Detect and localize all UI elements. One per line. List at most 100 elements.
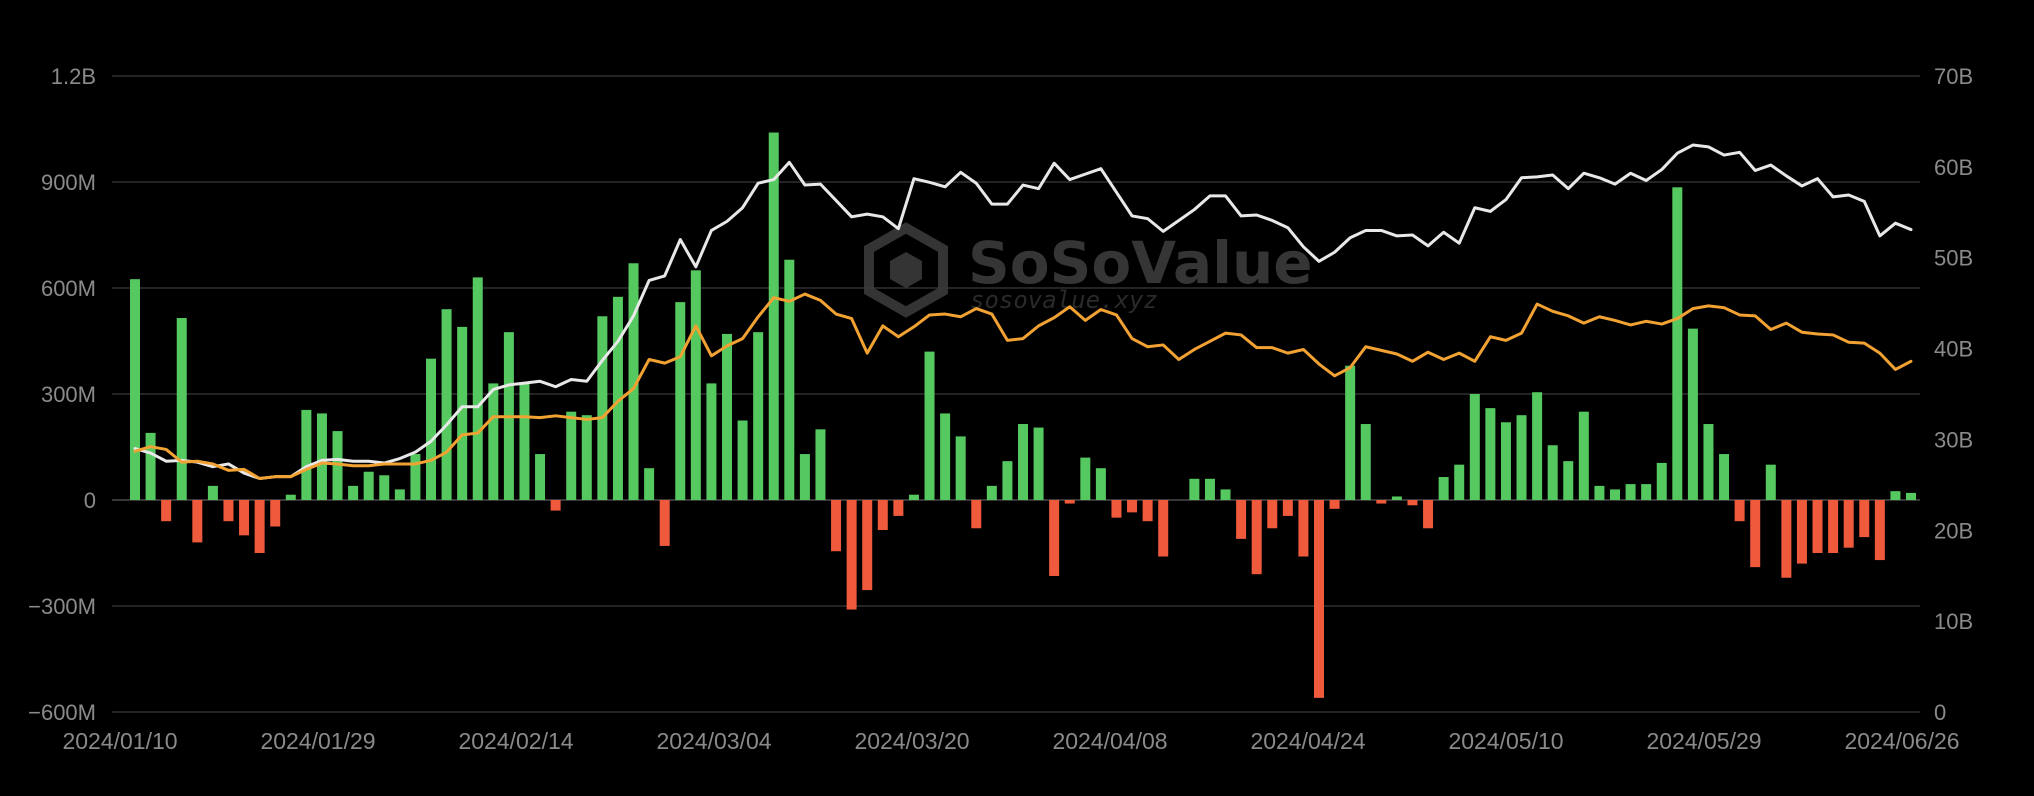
x-axis: 2024/01/10 2024/01/29 2024/02/14 2024/03/04…	[62, 728, 1959, 754]
inflow-bar	[348, 485, 359, 500]
inflow-bar	[1672, 187, 1683, 501]
outflow-bar	[1734, 500, 1745, 522]
outflow-bar	[1127, 500, 1138, 513]
watermark: SoSoValue sosovalue.xyz	[864, 222, 1313, 318]
left-tick-label: −600M	[28, 700, 96, 725]
inflow-bar	[145, 432, 156, 500]
inflow-bar	[1532, 392, 1543, 500]
inflow-bar	[363, 471, 374, 500]
outflow-bar	[1828, 500, 1839, 553]
inflow-bar	[924, 351, 935, 500]
outflow-bar	[1267, 500, 1278, 529]
outflow-bar	[971, 500, 982, 529]
inflow-bar	[457, 326, 468, 500]
outflow-bar	[1282, 500, 1293, 516]
orange-series-line	[133, 292, 1913, 480]
inflow-bar	[1360, 424, 1371, 500]
left-tick-label: 600M	[41, 276, 96, 301]
right-tick-label: 20B	[1934, 518, 1973, 543]
outflow-bar	[877, 500, 888, 531]
inflow-bar	[1765, 464, 1776, 500]
net-flow-bars	[130, 132, 1916, 698]
x-tick-label: 2024/02/14	[458, 728, 573, 754]
inflow-bar	[426, 358, 436, 500]
right-tick-label: 0	[1934, 700, 1946, 725]
inflow-bar	[1391, 496, 1402, 500]
outflow-bar	[239, 500, 250, 536]
inflow-bar	[784, 259, 795, 500]
inflow-bar	[1594, 485, 1605, 500]
inflow-bar	[285, 494, 296, 500]
inflow-bar	[130, 279, 140, 500]
outflow-bar	[1329, 500, 1340, 509]
inflow-bar	[1687, 328, 1698, 500]
outflow-bar	[1142, 500, 1153, 522]
inflow-bar	[1469, 394, 1480, 500]
inflow-bar	[1454, 464, 1465, 500]
x-tick-label: 2024/06/26	[1844, 728, 1959, 754]
inflow-bar	[1033, 427, 1044, 500]
outflow-bar	[1781, 500, 1792, 578]
right-tick-label: 70B	[1934, 64, 1973, 89]
inflow-bar	[1220, 489, 1231, 500]
outflow-bar	[1812, 500, 1823, 553]
x-tick-label: 2024/04/08	[1052, 728, 1167, 754]
inflow-bar	[753, 332, 764, 500]
outflow-bar	[1049, 500, 1060, 576]
inflow-bar	[1563, 461, 1574, 500]
inflow-bar	[799, 454, 810, 500]
inflow-bar	[488, 383, 499, 500]
left-y-axis: −600M −300M 0 300M 600M 900M 1.2B	[28, 64, 96, 725]
x-tick-label: 2024/05/29	[1646, 728, 1761, 754]
outflow-bar	[1750, 500, 1761, 568]
inflow-bar	[1906, 492, 1916, 500]
watermark-brand: SoSoValue	[968, 229, 1313, 297]
inflow-bar	[1578, 411, 1589, 500]
outflow-bar	[223, 500, 234, 522]
left-tick-label: 0	[84, 488, 96, 513]
outflow-bar	[161, 500, 172, 522]
inflow-bar	[410, 454, 421, 500]
inflow-bar	[1625, 484, 1636, 500]
x-tick-label: 2024/01/10	[62, 728, 177, 754]
inflow-bar	[908, 494, 919, 500]
outflow-bar	[831, 500, 842, 552]
outflow-bar	[1859, 500, 1870, 538]
outflow-bar	[1251, 500, 1262, 575]
outflow-bar	[1236, 500, 1247, 539]
inflow-bar	[644, 468, 655, 500]
inflow-bar	[690, 270, 701, 500]
inflow-bar	[940, 413, 951, 500]
inflow-bar	[1189, 478, 1200, 500]
outflow-bar	[550, 500, 561, 511]
outflow-bar	[1111, 500, 1122, 518]
inflow-bar	[1080, 457, 1091, 500]
x-tick-label: 2024/01/29	[260, 728, 375, 754]
inflow-bar	[1204, 478, 1215, 500]
left-tick-label: 300M	[41, 382, 96, 407]
right-tick-label: 40B	[1934, 337, 1973, 362]
inflow-bar	[519, 383, 530, 500]
left-tick-label: 900M	[41, 170, 96, 195]
inflow-bar	[1516, 415, 1527, 500]
inflow-bar	[768, 132, 779, 500]
inflow-bar	[1703, 424, 1714, 500]
inflow-bar	[394, 489, 405, 500]
left-tick-label: 1.2B	[51, 64, 96, 89]
inflow-bar	[441, 309, 452, 500]
inflow-bar	[472, 277, 483, 500]
inflow-bar	[535, 454, 546, 500]
x-tick-label: 2024/03/04	[656, 728, 771, 754]
outflow-bar	[846, 500, 857, 610]
inflow-bar	[675, 302, 686, 500]
outflow-bar	[1158, 500, 1169, 557]
inflow-bar	[706, 383, 717, 500]
inflow-bar	[316, 413, 327, 500]
inflow-bar	[1719, 454, 1730, 500]
outflow-bar	[893, 500, 904, 516]
inflow-bar	[612, 296, 623, 500]
inflow-bar	[597, 316, 608, 500]
inflow-bar	[176, 318, 187, 500]
outflow-bar	[192, 500, 203, 543]
